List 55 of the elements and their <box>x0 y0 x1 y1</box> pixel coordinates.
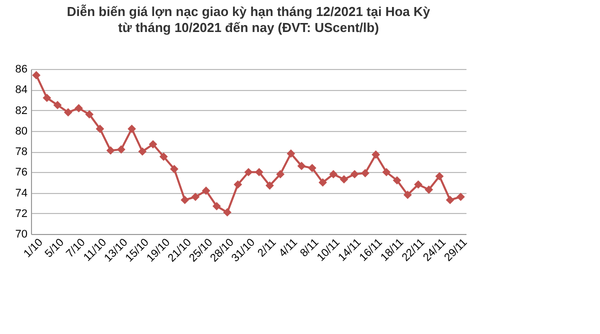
point <box>286 149 296 158</box>
point <box>329 170 338 178</box>
point <box>318 178 327 187</box>
y-tick-label: 80 <box>15 125 28 138</box>
point <box>64 108 72 116</box>
point <box>361 168 370 178</box>
point <box>372 150 380 159</box>
point <box>159 152 168 161</box>
point <box>254 168 264 176</box>
chart-subtitle: từ tháng 10/2021 đến nay (ĐVT: UScent/lb) <box>118 20 379 35</box>
point <box>424 185 434 194</box>
chart-title: Diễn biến giá lợn nạc giao kỳ hạn tháng 12/2021 tại Hoa Kỳ <box>66 4 431 19</box>
point <box>138 147 147 156</box>
point <box>266 181 274 190</box>
y-tick-label: 86 <box>15 64 28 76</box>
point <box>223 208 232 217</box>
point <box>276 170 285 178</box>
y-tick-label: 74 <box>15 187 28 200</box>
x-tick-label: 4/11 <box>276 236 300 260</box>
point <box>244 168 253 176</box>
point <box>53 100 62 110</box>
point <box>117 145 126 154</box>
point <box>180 196 190 204</box>
point <box>191 192 200 202</box>
point <box>414 180 422 189</box>
point <box>392 176 402 185</box>
point <box>297 162 306 170</box>
point <box>128 124 136 133</box>
y-tick-label: 70 <box>15 228 28 240</box>
point <box>148 140 158 148</box>
y-tick-label: 72 <box>15 208 28 220</box>
point <box>403 190 412 199</box>
point <box>32 71 40 80</box>
point <box>96 124 104 133</box>
point <box>340 175 348 184</box>
point <box>308 164 316 172</box>
point <box>74 104 83 112</box>
point <box>446 196 454 204</box>
y-tick-label: 84 <box>15 84 28 96</box>
point <box>202 186 210 195</box>
point <box>42 94 52 102</box>
point <box>212 202 221 210</box>
point <box>382 168 391 176</box>
x-tick-label: 5/10 <box>42 236 67 260</box>
y-tick-label: 78 <box>15 146 28 158</box>
y-tick-label: 76 <box>15 166 28 179</box>
point <box>234 180 242 189</box>
point <box>170 164 178 174</box>
point <box>106 146 115 155</box>
y-tick-label: 82 <box>15 104 28 117</box>
point <box>350 170 359 178</box>
point <box>456 192 465 202</box>
x-tick-label: 2/11 <box>256 236 279 260</box>
point <box>85 110 94 119</box>
point <box>435 172 444 180</box>
